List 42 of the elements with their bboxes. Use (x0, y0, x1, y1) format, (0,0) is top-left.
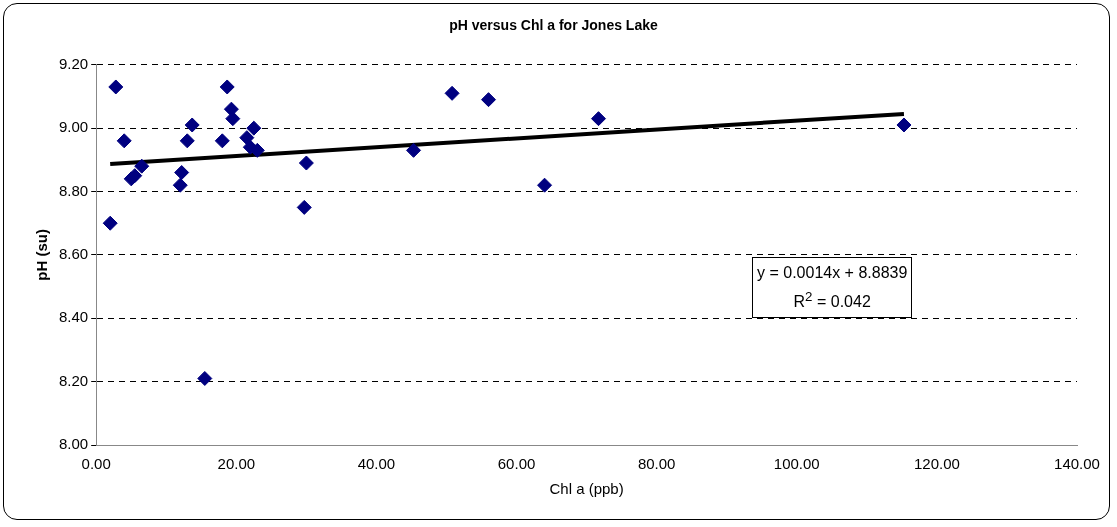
point (134, 158, 150, 174)
point (296, 199, 312, 215)
point (246, 120, 262, 136)
point (102, 215, 118, 231)
y-axis-title: pH (su) (33, 229, 51, 281)
x-tick-label: 80.00 (637, 455, 676, 473)
point (179, 133, 195, 149)
y-tick-label: 8.40 (58, 308, 89, 326)
annotation: y = 0.0014x + 8.8839 (757, 263, 908, 283)
point (197, 370, 213, 386)
x-tick-label: 0.00 (81, 455, 111, 473)
point (184, 117, 200, 133)
point (108, 79, 124, 95)
y-tick-label: 9.00 (58, 118, 89, 136)
annotation: R$^{2}$ = 0.042 (792, 288, 872, 313)
y-tick-label: 8.80 (58, 181, 89, 199)
point (444, 85, 460, 101)
point (219, 79, 235, 95)
point (896, 117, 912, 133)
point (174, 165, 190, 181)
y-tick-label: 8.00 (58, 435, 89, 453)
x-tick-label: 60.00 (497, 455, 536, 473)
x-tick-label: 20.00 (217, 455, 256, 473)
point (116, 133, 132, 149)
y-tick-label: 9.20 (58, 54, 89, 72)
point (172, 177, 188, 193)
x-tick-label: 100.00 (773, 455, 820, 473)
point (406, 142, 422, 158)
point (214, 133, 230, 149)
point (298, 155, 314, 171)
x-tick-label: 140.00 (1054, 455, 1100, 473)
x-axis-title: Chl a (ppb) (549, 480, 624, 498)
point (225, 111, 241, 127)
x-tick-label: 40.00 (357, 455, 396, 473)
point (591, 111, 607, 127)
point (537, 177, 553, 193)
point (127, 168, 143, 184)
chart-title: pH versus Chl a for Jones Lake (449, 17, 658, 34)
x-tick-label: 120.00 (913, 455, 960, 473)
y-tick-label: 8.20 (58, 371, 89, 389)
y-tick-label: 8.60 (58, 245, 89, 263)
point (481, 92, 497, 108)
